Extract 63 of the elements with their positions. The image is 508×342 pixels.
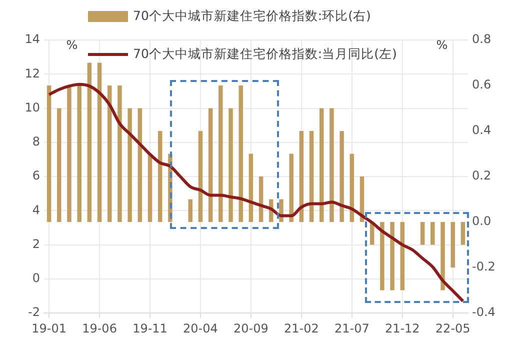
bar [450,222,455,268]
line-series [48,82,464,303]
bar [228,108,233,222]
y2-tick-label: 0.8 [472,32,492,46]
bar [128,108,132,222]
bar [299,131,304,222]
y2-tick-label: -0.4 [472,305,496,320]
bar [148,154,152,222]
bar [158,131,162,222]
bar [67,86,72,222]
bar [420,222,425,245]
bar [198,131,203,222]
bar [400,222,404,290]
bar [309,131,314,222]
y2-tick-label: 0.2 [472,168,492,183]
bar [188,199,192,222]
x-tick-label: 20-09 [234,321,268,336]
y2-tick-label: 0.4 [472,123,492,138]
x-tick-label: 20-04 [183,321,218,336]
bar [330,108,334,222]
x-tick-label: 22-05 [435,321,470,336]
y-axis-title: % [66,38,78,52]
bar [108,86,112,222]
x-tick-label: 21-07 [334,321,370,336]
x-tick-label: 19-01 [32,321,66,336]
x-tick-label: 21-02 [284,321,319,336]
y-tick-label: 0 [32,271,40,285]
y2-tick-label: 0.6 [472,78,492,92]
bar [248,154,254,222]
bar [46,86,52,222]
bar [440,222,445,290]
y-tick-label: 2 [32,236,40,251]
y2-tick-label: 0.0 [472,214,492,228]
y2-tick-label: -0.2 [472,260,496,274]
bar [289,154,294,222]
legend-label: 70个大中城市新建住宅价格指数:当月同比(左) [133,46,397,62]
bar [77,86,82,222]
bar [118,86,122,222]
bar [320,108,324,222]
y-tick-label: -2 [28,305,40,320]
bar [430,222,435,245]
y-tick-label: 8 [32,134,40,148]
bar [218,86,223,222]
bar [390,222,394,290]
bar [57,108,62,222]
y-tick-label: 14 [24,32,40,46]
bar [460,222,466,245]
bar [138,108,142,222]
bar [340,131,344,222]
legend-label: 70个大中城市新建住宅价格指数:环比(右) [133,8,371,24]
bar [97,62,102,222]
y2-axis-title: % [436,38,448,52]
bar [380,222,384,290]
y-tick-label: 10 [24,100,40,114]
x-tick-label: 19-11 [132,321,168,336]
bar [238,86,243,222]
bar [208,108,213,222]
y-tick-label: 6 [32,168,40,183]
x-tick-label: 19-06 [82,321,117,336]
bar [87,62,92,222]
y-tick-label: 12 [24,66,40,80]
x-tick-label: 21-12 [384,321,420,336]
y-tick-label: 4 [32,202,40,217]
